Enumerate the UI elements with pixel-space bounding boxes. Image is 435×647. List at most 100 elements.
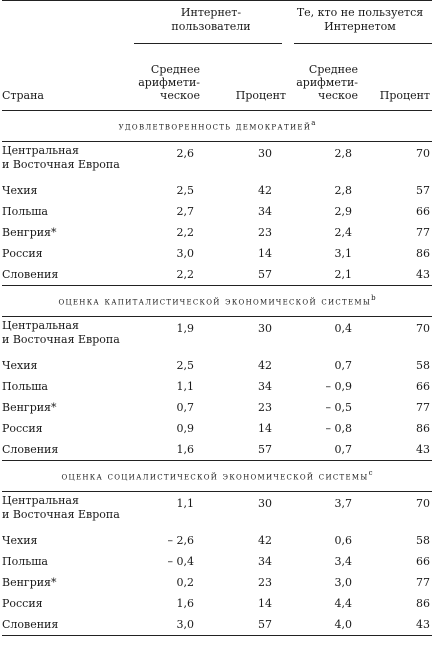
country-cell: Венгрия*: [2, 225, 57, 239]
percent-non-users-cell: 86: [416, 246, 430, 260]
country-cell: Польша: [2, 204, 48, 218]
mean-non-users-cell: – 0,5: [325, 400, 353, 414]
mean-non-users-cell: 0,7: [334, 442, 353, 456]
table-header: Интернет- пользователи Те, кто не пользу…: [2, 0, 432, 111]
percent-users-cell: 34: [258, 554, 272, 568]
country-cell: Словения: [2, 442, 59, 456]
section-title: удовлетворенность демократией: [118, 121, 312, 133]
percent-users-cell: 42: [258, 533, 272, 547]
column-header-percent-non-users: Процент: [379, 89, 430, 102]
section-heading: оценка капиталистической экономической с…: [2, 286, 432, 317]
group-header-internet-users: Интернет- пользователи: [171, 6, 251, 33]
mean-non-users-cell: 0,6: [334, 533, 353, 547]
percent-non-users-cell: 43: [416, 267, 430, 281]
group-header-non-users: Те, кто не пользуется Интернетом: [296, 6, 424, 33]
mean-non-users-cell: – 0,9: [325, 379, 353, 393]
mean-users-cell: 2,2: [176, 225, 195, 239]
table-row: Центральная и Восточная Европа 1,9 30 0,4 70: [2, 317, 432, 355]
section-heading-row: удовлетворенность демократиейa: [2, 111, 432, 142]
mean-non-users-cell: 3,1: [334, 246, 353, 260]
percent-non-users-cell: 66: [416, 204, 430, 218]
percent-users-cell: 23: [258, 400, 272, 414]
percent-users-cell: 14: [258, 421, 272, 435]
percent-users-cell: 23: [258, 225, 272, 239]
mean-non-users-cell: 2,1: [334, 267, 353, 281]
percent-users-cell: 57: [258, 442, 272, 456]
column-header-mean-users: Среднее арифмети- ческое: [138, 63, 200, 102]
footnote-mark: b: [371, 294, 376, 303]
mean-users-cell: 0,7: [176, 400, 195, 414]
data-table: Интернет- пользователи Те, кто не пользу…: [2, 0, 432, 636]
table-row: Польша – 0,4 34 3,4 66: [2, 551, 432, 572]
mean-users-cell: – 2,6: [167, 533, 195, 547]
mean-users-cell: 2,2: [176, 267, 195, 281]
country-cell: Центральная и Восточная Европа: [2, 494, 120, 521]
percent-users-cell: 57: [258, 267, 272, 281]
country-cell: Венгрия*: [2, 575, 57, 589]
country-cell: Россия: [2, 596, 43, 610]
percent-non-users-cell: 86: [416, 421, 430, 435]
country-cell: Россия: [2, 246, 43, 260]
mean-users-cell: 0,9: [176, 421, 195, 435]
percent-users-cell: 42: [258, 183, 272, 197]
percent-users-cell: 34: [258, 204, 272, 218]
mean-non-users-cell: 0,4: [334, 322, 353, 335]
footnote-mark: a: [311, 119, 316, 128]
mean-non-users-cell: 3,0: [334, 575, 353, 589]
table-row: Россия 3,0 14 3,1 86: [2, 243, 432, 264]
country-cell: Польша: [2, 554, 48, 568]
percent-users-cell: 14: [258, 246, 272, 260]
percent-users-cell: 42: [258, 358, 272, 372]
column-header-mean-non-users: Среднее арифмети- ческое: [296, 63, 358, 102]
table-row: Словения 3,0 57 4,0 43: [2, 614, 432, 636]
country-cell: Центральная и Восточная Европа: [2, 144, 120, 171]
mean-non-users-cell: 2,9: [334, 204, 353, 218]
percent-users-cell: 57: [258, 617, 272, 631]
table-row: Центральная и Восточная Европа 2,6 30 2,8 70: [2, 142, 432, 180]
percent-users-cell: 23: [258, 575, 272, 589]
table-row: Словения 1,6 57 0,7 43: [2, 439, 432, 461]
percent-non-users-cell: 58: [416, 533, 430, 547]
percent-non-users-cell: 70: [416, 497, 430, 510]
mean-non-users-cell: 4,4: [334, 596, 353, 610]
section-heading-row: оценка социалистической экономической си…: [2, 461, 432, 492]
percent-non-users-cell: 43: [416, 442, 430, 456]
country-cell: Венгрия*: [2, 400, 57, 414]
mean-users-cell: 0,2: [176, 575, 195, 589]
country-cell: Чехия: [2, 533, 38, 547]
country-cell: Чехия: [2, 183, 38, 197]
percent-non-users-cell: 77: [416, 575, 430, 589]
mean-users-cell: 3,0: [176, 246, 195, 260]
country-cell: Польша: [2, 379, 48, 393]
table-body: удовлетворенность демократиейa Центральна…: [2, 111, 432, 636]
mean-non-users-cell: 2,4: [334, 225, 353, 239]
percent-users-cell: 30: [258, 497, 272, 510]
mean-users-cell: – 0,4: [167, 554, 195, 568]
table-row: Россия 1,6 14 4,4 86: [2, 593, 432, 614]
percent-non-users-cell: 86: [416, 596, 430, 610]
table-row: Венгрия* 2,2 23 2,4 77: [2, 222, 432, 243]
column-header-country: Страна: [2, 89, 44, 102]
table-row: Венгрия* 0,2 23 3,0 77: [2, 572, 432, 593]
percent-non-users-cell: 66: [416, 379, 430, 393]
percent-users-cell: 30: [258, 147, 272, 160]
mean-users-cell: 1,9: [176, 322, 195, 335]
mean-non-users-cell: 3,4: [334, 554, 353, 568]
section-heading: удовлетворенность демократиейa: [2, 111, 432, 142]
mean-users-cell: 1,6: [176, 442, 195, 456]
section-heading-row: оценка капиталистической экономической с…: [2, 286, 432, 317]
table-row: Венгрия* 0,7 23 – 0,5 77: [2, 397, 432, 418]
country-cell: Словения: [2, 267, 59, 281]
percent-non-users-cell: 58: [416, 358, 430, 372]
mean-users-cell: 2,5: [176, 358, 195, 372]
table-row: Словения 2,2 57 2,1 43: [2, 264, 432, 286]
mean-non-users-cell: 2,8: [334, 147, 353, 160]
country-cell: Словения: [2, 617, 59, 631]
mean-users-cell: 2,7: [176, 204, 195, 218]
table-row: Центральная и Восточная Европа 1,1 30 3,7 70: [2, 492, 432, 530]
mean-non-users-cell: 0,7: [334, 358, 353, 372]
table-row: Польша 1,1 34 – 0,9 66: [2, 376, 432, 397]
percent-non-users-cell: 77: [416, 400, 430, 414]
country-cell: Россия: [2, 421, 43, 435]
